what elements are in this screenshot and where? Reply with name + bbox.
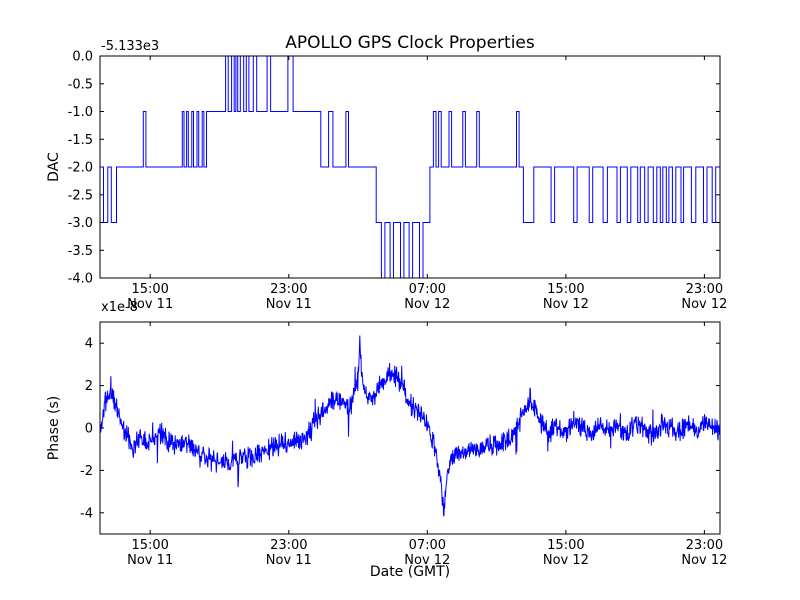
y-tick-label: 0 <box>85 422 93 437</box>
y-tick-label: -2.5 <box>68 188 93 203</box>
y-tick-label: -2 <box>80 464 93 479</box>
x-tick-label: 15:00 <box>131 282 168 297</box>
y-tick-label: -1.0 <box>68 105 93 120</box>
x-tick-label: 23:00 <box>270 538 307 553</box>
chart-title: APOLLO GPS Clock Properties <box>285 33 535 53</box>
x-tick-label: 23:00 <box>686 538 723 553</box>
y-axis-scale-text: x1e-8 <box>101 300 138 315</box>
x-tick-label: Nov 11 <box>127 553 173 568</box>
y-tick-label: -4 <box>80 506 93 521</box>
y-tick-label: -1.5 <box>68 133 93 148</box>
dac-step-line <box>100 56 720 278</box>
x-tick-label: Nov 12 <box>404 297 450 312</box>
y-tick-label: -0.5 <box>68 77 93 92</box>
y-axis-label-dac: DAC <box>46 152 62 182</box>
x-tick-label: 07:00 <box>409 282 446 297</box>
x-tick-label: Nov 12 <box>681 553 727 568</box>
y-tick-label: 2 <box>85 379 93 394</box>
x-tick-label: Nov 12 <box>681 297 727 312</box>
x-tick-label: Nov 11 <box>266 553 312 568</box>
x-tick-label: Nov 12 <box>543 553 589 568</box>
y-tick-label: 0.0 <box>72 50 93 65</box>
y-tick-label: -2.0 <box>68 161 93 176</box>
phase-noise-line <box>100 335 720 517</box>
x-tick-label: Nov 11 <box>127 297 173 312</box>
axes-frame <box>99 55 721 279</box>
y-tick-label: -4.0 <box>68 272 93 287</box>
x-tick-label: 23:00 <box>270 282 307 297</box>
x-tick-label: Nov 12 <box>404 553 450 568</box>
x-tick-label: 15:00 <box>547 538 584 553</box>
x-tick-label: 15:00 <box>131 538 168 553</box>
y-tick-label: -3.5 <box>68 244 93 259</box>
x-tick-label: 07:00 <box>409 538 446 553</box>
x-tick-label: 23:00 <box>686 282 723 297</box>
x-axis-label: Date (GMT) <box>369 564 451 580</box>
y-axis-offset-text: -5.133e3 <box>101 39 160 54</box>
axes-frame <box>99 321 721 535</box>
y-axis-label-phase: Phase (s) <box>46 395 62 461</box>
x-tick-label: Nov 11 <box>266 297 312 312</box>
y-tick-label: -3.0 <box>68 216 93 231</box>
y-tick-label: 4 <box>85 337 93 352</box>
x-tick-label: 15:00 <box>547 282 584 297</box>
x-tick-label: Nov 12 <box>543 297 589 312</box>
